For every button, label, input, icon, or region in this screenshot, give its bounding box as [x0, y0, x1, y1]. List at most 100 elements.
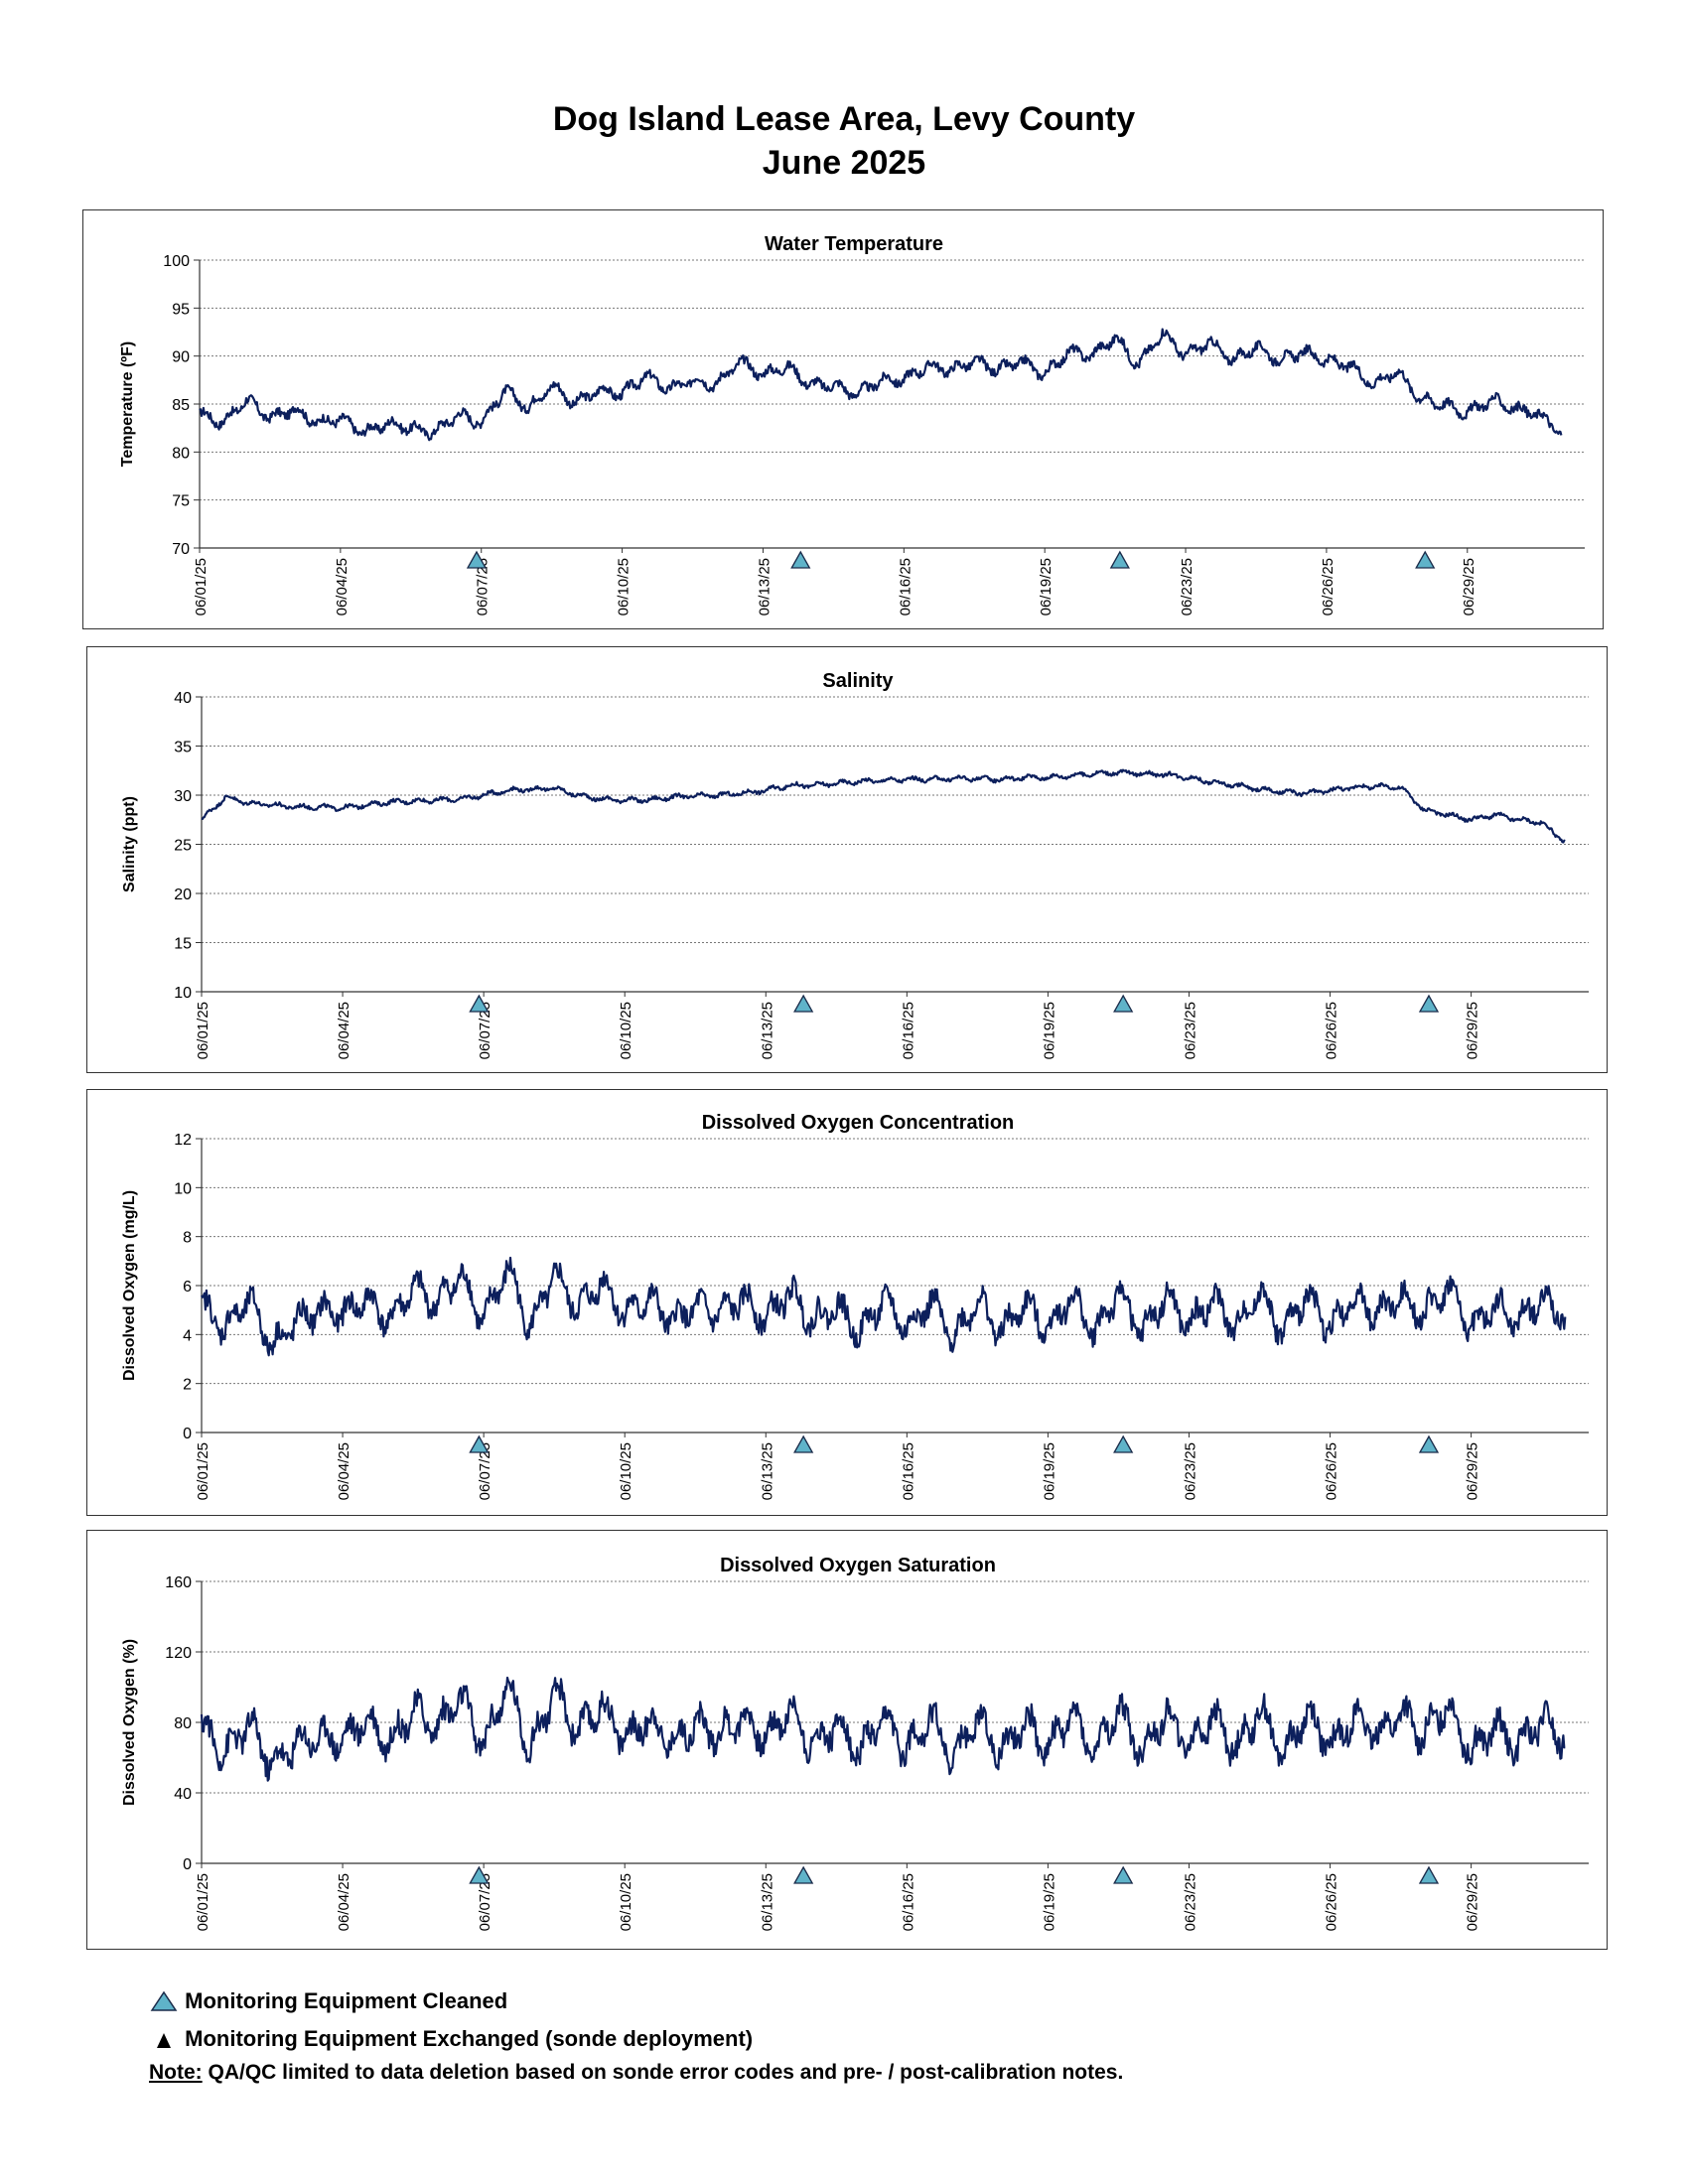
- x-tick-label: 06/01/25: [195, 1442, 211, 1500]
- cleaned-marker: [793, 1865, 814, 1884]
- water-temperature-chart: Water Temperature 70 75 80 85 90 95 100 Temperat…: [119, 233, 1585, 615]
- cleaned-marker: [466, 550, 488, 569]
- cleaned-marker: [1109, 550, 1130, 569]
- cleaned-marker: [1113, 1434, 1134, 1453]
- x-tick-label: 06/16/25: [900, 1002, 916, 1059]
- x-tick-label: 06/23/25: [1182, 1442, 1198, 1500]
- x-tick-label: 06/01/25: [195, 1873, 211, 1931]
- series-line: [199, 328, 1563, 442]
- cleaned-marker: [1415, 550, 1436, 569]
- y-axis-label: Dissolved Oxygen (mg/L): [121, 1190, 138, 1381]
- x-tick-label: 06/19/25: [1041, 1002, 1057, 1059]
- y-tick-label: 20: [174, 887, 192, 903]
- y-axis-label: Salinity (ppt): [121, 796, 138, 892]
- y-tick-label: 0: [183, 1856, 192, 1873]
- y-tick-label: 90: [172, 349, 190, 366]
- do-concentration-chart: Dissolved Oxygen Concentration 0 2 4 6 8 10 12 D…: [121, 1112, 1589, 1500]
- legend-cleaned-label: Monitoring Equipment Cleaned: [185, 1988, 508, 2014]
- y-tick-label: 8: [183, 1230, 192, 1247]
- x-tick-label: 06/04/25: [334, 558, 351, 615]
- x-tick-label: 06/04/25: [336, 1873, 352, 1931]
- x-tick-label: 06/26/25: [1324, 1002, 1340, 1059]
- cleaned-marker: [1418, 1865, 1440, 1884]
- x-tick-label: 06/10/25: [618, 1873, 634, 1931]
- x-tick-label: 06/13/25: [759, 1442, 775, 1500]
- y-tick-label: 75: [172, 493, 190, 510]
- x-tick-label: 06/26/25: [1320, 558, 1336, 615]
- chart-title: Dissolved Oxygen Concentration: [702, 1112, 1015, 1134]
- y-tick-label: 80: [172, 445, 190, 462]
- cleaned-marker: [1113, 1865, 1134, 1884]
- y-tick-label: 2: [183, 1377, 192, 1394]
- x-tick-label: 06/19/25: [1038, 558, 1055, 615]
- x-tick-label: 06/29/25: [1465, 1002, 1481, 1059]
- y-tick-label: 0: [183, 1426, 192, 1442]
- cleaned-marker: [469, 1434, 490, 1453]
- x-tick-label: 06/01/25: [195, 1002, 211, 1059]
- y-tick-label: 95: [172, 301, 190, 318]
- chart-panel-salinity: Salinity 10 15 20 25 30 35 40 Salinity (ppt) 06/0…: [86, 646, 1608, 1073]
- note-label: Note:: [149, 2061, 203, 2084]
- x-tick-label: 06/04/25: [336, 1002, 352, 1059]
- y-tick-label: 15: [174, 936, 192, 953]
- x-tick-label: 06/23/25: [1182, 1873, 1198, 1931]
- x-tick-label: 06/13/25: [759, 1873, 775, 1931]
- y-tick-label: 40: [174, 690, 192, 707]
- cleaned-marker: [793, 1434, 814, 1453]
- y-tick-label: 25: [174, 838, 192, 855]
- x-tick-label: 06/23/25: [1179, 558, 1196, 615]
- chart-title: Water Temperature: [765, 233, 943, 255]
- y-tick-label: 30: [174, 788, 192, 805]
- x-tick-label: 06/13/25: [756, 558, 773, 615]
- note: Note: QA/QC limited to data deletion bas…: [149, 2061, 1123, 2085]
- cleaned-marker: [469, 1865, 490, 1884]
- cleaned-marker: [1418, 1434, 1440, 1453]
- x-tick-label: 06/10/25: [618, 1002, 634, 1059]
- x-tick-label: 06/26/25: [1324, 1873, 1340, 1931]
- page-subtitle: June 2025: [762, 144, 926, 182]
- y-tick-label: 160: [165, 1574, 192, 1591]
- cleaned-marker: [469, 994, 490, 1013]
- x-tick-label: 06/29/25: [1465, 1442, 1481, 1500]
- cleaned-marker: [790, 550, 811, 569]
- y-tick-label: 6: [183, 1279, 192, 1296]
- x-tick-label: 06/19/25: [1041, 1873, 1057, 1931]
- chart-panel-water-temperature: Water Temperature 70 75 80 85 90 95 100 Temperat…: [82, 209, 1604, 629]
- x-tick-label: 06/07/25: [477, 1873, 493, 1931]
- y-tick-label: 10: [174, 1180, 192, 1197]
- y-tick-label: 120: [165, 1645, 192, 1662]
- x-tick-label: 06/07/25: [475, 558, 492, 615]
- black-triangle-icon: [157, 2033, 171, 2049]
- y-tick-label: 40: [174, 1786, 192, 1803]
- x-tick-label: 06/13/25: [759, 1002, 775, 1059]
- legend-exchanged: Monitoring Equipment Exchanged (sonde de…: [149, 2025, 753, 2052]
- chart-title: Dissolved Oxygen Saturation: [720, 1555, 996, 1576]
- page-title: Dog Island Lease Area, Levy County: [552, 100, 1136, 138]
- x-tick-label: 06/16/25: [900, 1442, 916, 1500]
- x-tick-label: 06/29/25: [1461, 558, 1477, 615]
- legend-exchanged-label: Monitoring Equipment Exchanged (sonde de…: [185, 2026, 754, 2052]
- series-line: [201, 768, 1566, 844]
- chart-panel-do-concentration: Dissolved Oxygen Concentration 0 2 4 6 8 10 12 D…: [86, 1089, 1608, 1516]
- x-tick-label: 06/16/25: [897, 558, 914, 615]
- x-tick-label: 06/23/25: [1182, 1002, 1198, 1059]
- x-tick-label: 06/01/25: [193, 558, 210, 615]
- legend-cleaned: Monitoring Equipment Cleaned: [149, 1987, 507, 2014]
- y-axis-label: Temperature (ºF): [119, 341, 136, 467]
- x-tick-label: 06/07/25: [477, 1002, 493, 1059]
- note-text: QA/QC limited to data deletion based on …: [202, 2061, 1124, 2084]
- do-saturation-chart: Dissolved Oxygen Saturation 0 40 80 120 160 Di…: [121, 1555, 1589, 1931]
- series-line: [200, 1676, 1566, 1782]
- cleaned-marker: [1113, 994, 1134, 1013]
- chart-title: Salinity: [822, 670, 894, 692]
- y-tick-label: 100: [163, 253, 190, 270]
- x-tick-label: 06/04/25: [336, 1442, 352, 1500]
- cleaned-marker: [793, 994, 814, 1013]
- x-tick-label: 06/07/25: [477, 1442, 493, 1500]
- x-tick-label: 06/10/25: [616, 558, 633, 615]
- series-line: [201, 1256, 1567, 1357]
- y-tick-label: 70: [172, 541, 190, 558]
- cyan-triangle-icon: [150, 1990, 178, 2011]
- y-tick-label: 80: [174, 1715, 192, 1732]
- y-tick-label: 35: [174, 740, 192, 756]
